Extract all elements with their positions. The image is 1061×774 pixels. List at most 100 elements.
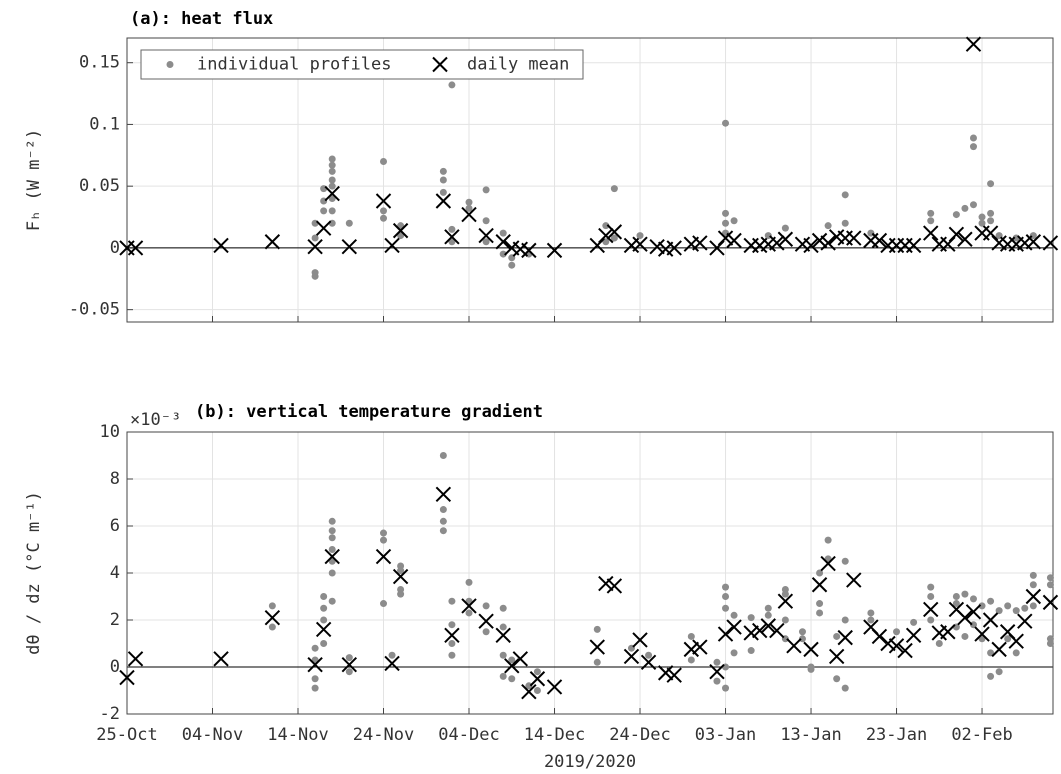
x-tick-label: 13-Jan [780, 725, 841, 745]
daily-mean-marker [786, 638, 802, 654]
x-tick-label: 24-Nov [353, 725, 414, 745]
daily-mean-marker [589, 639, 605, 655]
x-tick-label: 23-Jan [866, 725, 927, 745]
profile-dot [841, 191, 849, 199]
daily-mean-marker [127, 240, 144, 256]
y-tick-label: 0.05 [79, 176, 120, 196]
profile-dot [397, 232, 405, 240]
daily-mean-marker [1008, 633, 1024, 649]
daily-mean-marker [598, 227, 614, 244]
profile-dot [636, 232, 644, 240]
profile-dot [978, 213, 986, 221]
daily-mean-marker [666, 667, 682, 683]
x-tick-label: 04-Dec [438, 725, 499, 745]
y-tick-label: 8 [110, 469, 120, 489]
daily-mean-marker [512, 651, 529, 667]
profile-dot [448, 238, 456, 246]
daily-mean-marker [760, 618, 776, 634]
profile-dot [610, 185, 618, 193]
y-tick-label: 0.1 [89, 114, 120, 134]
y-offset-label: ×10⁻³ [130, 410, 181, 430]
profile-dot [439, 452, 447, 459]
profile-dot [448, 81, 456, 89]
profile-dot [482, 602, 490, 610]
profile-dot [508, 675, 516, 683]
profile-dot [824, 222, 832, 230]
profile-dot [961, 204, 969, 212]
daily-mean-marker [982, 612, 999, 628]
profile-dot [388, 651, 396, 659]
y-tick-label: 10 [100, 422, 120, 442]
profile-dot [482, 217, 490, 225]
legend-symbol [166, 61, 174, 68]
daily-mean-marker [632, 632, 648, 648]
axes-box [126, 431, 1054, 715]
y-tick-label: 0 [110, 238, 120, 258]
profile-dot [1029, 602, 1037, 610]
profile-dot [927, 209, 935, 217]
profile-dot [1029, 581, 1037, 589]
daily-mean-marker [965, 604, 982, 620]
daily-mean-marker [623, 648, 640, 665]
profile-dot [482, 186, 490, 194]
daily-mean-marker [478, 613, 494, 629]
profile-dot [499, 229, 507, 237]
profile-dot [952, 211, 960, 219]
profile-dot [465, 609, 473, 617]
profile-dot [1046, 581, 1054, 589]
y-tick-label: 0 [110, 657, 120, 677]
daily-mean-marker [264, 234, 281, 250]
daily-mean-marker [820, 235, 836, 251]
daily-mean-marker [435, 486, 452, 502]
daily-mean-marker [1025, 588, 1042, 605]
profile-dot [987, 209, 995, 217]
daily-mean-marker [606, 578, 623, 594]
daily-mean-marker [905, 627, 922, 643]
profile-dot [448, 225, 456, 233]
daily-mean-marker [598, 575, 614, 592]
y-tick-label: -0.05 [69, 300, 120, 320]
profile-dot [268, 623, 276, 631]
y-tick-label: -2 [100, 704, 120, 724]
profile-dot [448, 640, 456, 647]
profile-dot [328, 597, 336, 605]
profile-dot [593, 625, 601, 633]
profile-dot [328, 167, 336, 175]
daily-mean-marker [375, 193, 392, 209]
profile-dot [328, 527, 336, 535]
daily-mean-marker [307, 656, 323, 673]
profile-dot [345, 668, 353, 676]
daily-mean-marker [264, 609, 281, 626]
profile-dot [508, 656, 516, 664]
profile-dot [816, 569, 824, 577]
daily-mean-marker [769, 622, 785, 639]
daily-mean-marker [871, 232, 888, 249]
daily-mean-marker [777, 231, 794, 247]
profile-dot [961, 590, 969, 598]
profile-dot [311, 234, 319, 242]
profile-dot [687, 632, 695, 640]
profile-dot [841, 219, 849, 227]
y-axis-label: Fₕ (W m⁻²) [24, 129, 44, 231]
daily-mean-marker [435, 193, 452, 209]
daily-mean-marker [811, 232, 828, 249]
profile-dot [764, 604, 772, 612]
daily-mean-marker [495, 234, 511, 250]
y-tick-label: 6 [110, 516, 120, 536]
profile-dot [816, 600, 824, 608]
profile-dot [927, 583, 935, 591]
profile-dot [439, 176, 447, 184]
profile-dot [987, 597, 995, 605]
profile-dot [328, 569, 336, 577]
profile-dot [499, 250, 507, 258]
profile-dot [328, 517, 336, 525]
profile-dot [927, 616, 935, 624]
profile-dot [722, 604, 730, 612]
panel-b-title: (b): vertical temperature gradient [195, 402, 543, 422]
profile-dot [730, 611, 738, 619]
daily-mean-marker [127, 651, 144, 667]
daily-mean-marker [640, 654, 657, 671]
profile-dot [807, 665, 815, 673]
daily-mean-marker [717, 626, 734, 642]
